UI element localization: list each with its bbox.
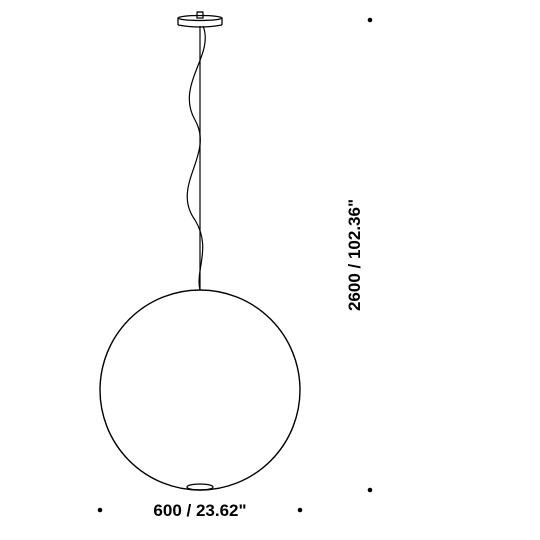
dimension-width: 600 / 23.62" <box>98 501 303 520</box>
pendant-lamp-diagram: 2600 / 102.36" 600 / 23.62" <box>0 0 540 540</box>
height-dimension-label: 2600 / 102.36" <box>345 199 364 311</box>
width-dimension-label: 600 / 23.62" <box>153 501 246 520</box>
dimension-height: 2600 / 102.36" <box>345 18 372 493</box>
ceiling-canopy <box>178 12 222 27</box>
sphere-shade <box>100 290 300 490</box>
suspension-cord <box>187 26 205 290</box>
